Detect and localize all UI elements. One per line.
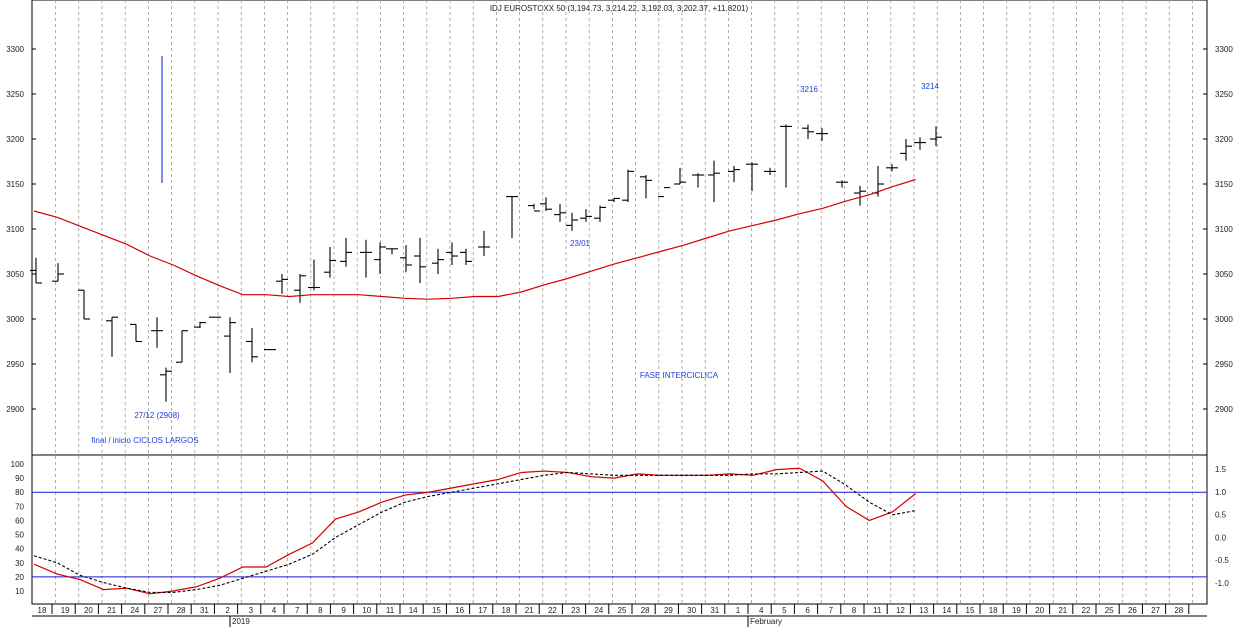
x-tick-label: 22 <box>1082 606 1091 615</box>
y-tick-label-left: 3250 <box>6 90 24 99</box>
x-tick-label: 28 <box>1174 606 1183 615</box>
period-label-2019: 2019 <box>232 617 250 626</box>
y-tick-label-left: 2900 <box>6 405 24 414</box>
x-tick-label: 19 <box>1012 606 1021 615</box>
chart-annotation: 27/12 (2908) <box>134 411 180 420</box>
x-tick-label: 25 <box>618 606 627 615</box>
x-tick-label: 2 <box>225 606 230 615</box>
osc-y-tick-label: 50 <box>15 531 24 540</box>
x-tick-label: 1 <box>736 606 741 615</box>
x-tick-label: 18 <box>989 606 998 615</box>
x-tick-label: 24 <box>130 606 139 615</box>
chart-title: IDJ EUROSTOXX 50 (3,194.73, 3,214.22, 3,… <box>490 4 749 13</box>
x-tick-label: 16 <box>455 606 464 615</box>
x-tick-label: 28 <box>641 606 650 615</box>
chart-annotation: 23/01 <box>570 239 591 248</box>
y-tick-label-left: 2950 <box>6 360 24 369</box>
x-tick-label: 11 <box>386 606 395 615</box>
y-tick-label-left: 3300 <box>6 45 24 54</box>
osc-y-tick-label: 70 <box>15 502 24 511</box>
x-tick-label: 19 <box>61 606 70 615</box>
x-tick-label: 30 <box>687 606 696 615</box>
x-tick-label: 8 <box>852 606 857 615</box>
y-tick-label-left: 3000 <box>6 315 24 324</box>
y-tick-label-right: 2950 <box>1215 360 1233 369</box>
y-tick-label-left: 3100 <box>6 225 24 234</box>
chart-annotation: 3214 <box>921 82 939 91</box>
osc-right-tick-label: 0.0 <box>1215 533 1227 542</box>
osc-y-tick-label: 60 <box>15 516 24 525</box>
x-tick-label: 7 <box>829 606 834 615</box>
osc-right-tick-label: -1.0 <box>1215 579 1229 588</box>
y-tick-label-right: 3250 <box>1215 90 1233 99</box>
x-tick-label: 9 <box>341 606 346 615</box>
x-tick-label: 14 <box>409 606 418 615</box>
x-tick-label: 24 <box>594 606 603 615</box>
x-tick-label: 12 <box>896 606 905 615</box>
x-tick-label: 6 <box>805 606 810 615</box>
x-tick-label: 28 <box>177 606 186 615</box>
x-tick-label: 23 <box>571 606 580 615</box>
x-tick-label: 10 <box>362 606 371 615</box>
y-tick-label-left: 3150 <box>6 180 24 189</box>
x-tick-label: 27 <box>1151 606 1160 615</box>
period-label-february: February <box>750 617 782 626</box>
osc-right-tick-label: 1.0 <box>1215 488 1227 497</box>
y-tick-label-right: 3200 <box>1215 135 1233 144</box>
osc-y-tick-label: 30 <box>15 559 24 568</box>
y-tick-label-right: 3050 <box>1215 270 1233 279</box>
chart-annotation: 3216 <box>800 85 818 94</box>
osc-y-tick-label: 10 <box>15 587 24 596</box>
x-tick-label: 4 <box>759 606 764 615</box>
x-tick-label: 31 <box>200 606 209 615</box>
osc-y-tick-label: 40 <box>15 545 24 554</box>
x-tick-label: 21 <box>107 606 116 615</box>
y-tick-label-left: 3050 <box>6 270 24 279</box>
x-tick-label: 29 <box>664 606 673 615</box>
x-tick-label: 14 <box>942 606 951 615</box>
chart-annotation: FASE INTERCICLICA <box>640 371 719 380</box>
x-tick-label: 13 <box>919 606 928 615</box>
y-tick-label-left: 3200 <box>6 135 24 144</box>
osc-y-tick-label: 90 <box>15 474 24 483</box>
y-tick-label-right: 3300 <box>1215 45 1233 54</box>
x-tick-label: 25 <box>1105 606 1114 615</box>
y-tick-label-right: 3100 <box>1215 225 1233 234</box>
x-tick-label: 20 <box>1035 606 1044 615</box>
osc-right-tick-label: 1.5 <box>1215 465 1227 474</box>
x-tick-label: 15 <box>966 606 975 615</box>
osc-y-tick-label: 100 <box>11 460 25 469</box>
x-tick-label: 4 <box>272 606 277 615</box>
moving-average-line <box>33 178 916 300</box>
y-tick-label-right: 2900 <box>1215 405 1233 414</box>
x-tick-label: 21 <box>525 606 534 615</box>
osc-series-red <box>33 467 916 595</box>
chart-annotation: final / inicio CICLOS LARGOS <box>91 436 198 445</box>
x-tick-label: 5 <box>782 606 787 615</box>
x-tick-label: 18 <box>38 606 47 615</box>
x-tick-label: 21 <box>1058 606 1067 615</box>
x-tick-label: 27 <box>154 606 163 615</box>
x-tick-label: 26 <box>1128 606 1137 615</box>
x-tick-label: 31 <box>710 606 719 615</box>
x-tick-label: 3 <box>249 606 254 615</box>
osc-right-tick-label: 0.5 <box>1215 511 1227 520</box>
x-tick-label: 11 <box>873 606 882 615</box>
osc-y-tick-label: 80 <box>15 488 24 497</box>
x-tick-label: 7 <box>295 606 300 615</box>
x-tick-label: 22 <box>548 606 557 615</box>
y-tick-label-right: 3000 <box>1215 315 1233 324</box>
osc-y-tick-label: 20 <box>15 573 24 582</box>
osc-right-tick-label: -0.5 <box>1215 556 1229 565</box>
y-tick-label-right: 3150 <box>1215 180 1233 189</box>
x-tick-label: 20 <box>84 606 93 615</box>
x-tick-label: 8 <box>318 606 323 615</box>
x-tick-label: 15 <box>432 606 441 615</box>
x-tick-label: 17 <box>478 606 487 615</box>
price-panel-frame <box>31 0 1208 456</box>
osc-series-dashed <box>33 470 916 593</box>
x-tick-label: 18 <box>502 606 511 615</box>
